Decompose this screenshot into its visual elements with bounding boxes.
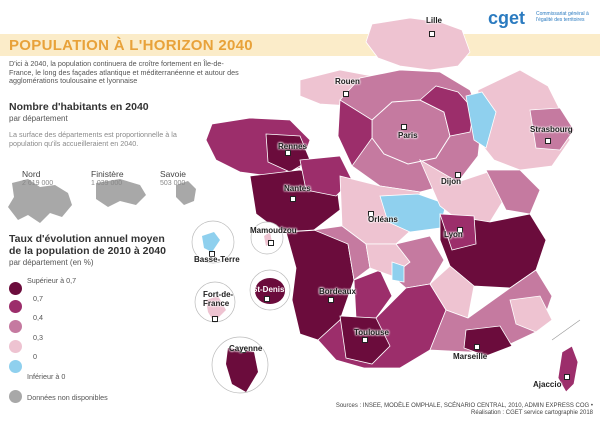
example-nord-name: Nord — [22, 169, 41, 179]
legend-break-07: 0,7 — [33, 294, 43, 303]
marker-ajaccio — [564, 374, 570, 380]
marker-orleans — [368, 211, 374, 217]
cget-subtitle: Commissariat général à l'égalité des ter… — [536, 11, 589, 23]
realisation-line: Réalisation : CGET service cartographie … — [471, 410, 593, 416]
legend-swatch-4 — [9, 340, 22, 353]
label-mamoudzou: Mamoudzou — [250, 226, 297, 235]
label-ajaccio: Ajaccio — [533, 380, 562, 389]
label-st-denis: St-Denis — [252, 285, 285, 294]
intro-text: D'ici à 2040, la population continuera d… — [9, 59, 239, 86]
guadeloupe-shape — [202, 232, 220, 252]
guyane-shape — [226, 348, 258, 392]
marker-dijon — [455, 172, 461, 178]
label-toulouse: Toulouse — [354, 328, 389, 337]
legend-bottom-label: Inférieur à 0 — [27, 372, 66, 381]
label-nantes: Nantes — [284, 184, 311, 193]
reunion-shape — [255, 278, 285, 304]
region-nord — [365, 17, 471, 71]
savoie-shape — [176, 181, 196, 205]
label-orleans: Orléans — [368, 215, 398, 224]
size-legend-heading: Nombre d'habitants en 2040 — [9, 101, 149, 113]
example-savoie-name: Savoie — [160, 169, 186, 179]
label-fort-de-france-1: Fort-de- — [203, 290, 234, 299]
region-alpes-maritimes — [509, 295, 553, 333]
marker-basse-terre — [209, 251, 215, 257]
marker-toulouse — [362, 337, 368, 343]
region-franche-comte — [485, 169, 541, 215]
label-bordeaux: Bordeaux — [319, 287, 356, 296]
finistere-shape — [96, 179, 146, 207]
label-lille: Lille — [426, 16, 443, 25]
size-legend-shapes — [8, 179, 196, 223]
size-legend-note: La surface des départements est proporti… — [9, 130, 177, 148]
marker-fort-de-france — [212, 316, 218, 322]
example-finistere-name: Finistère — [91, 169, 124, 179]
marker-strasbourg — [545, 138, 551, 144]
sources: Sources : INSEE, MODÈLE OMPHALE, SCÉNARI… — [290, 403, 593, 417]
region-paris — [371, 99, 451, 165]
cget-logo: cget — [488, 8, 526, 28]
legend-break-03: 0,3 — [33, 333, 43, 342]
size-legend-subheading: par département — [9, 114, 68, 123]
label-cayenne: Cayenne — [229, 344, 263, 353]
region-lozere — [429, 265, 475, 319]
example-savoie-value: 503 000 — [160, 180, 186, 187]
marker-mamoudzou — [268, 240, 274, 246]
region-dordogne — [353, 269, 393, 319]
color-legend-heading-2: de la population de 2010 à 2040 — [9, 245, 166, 257]
color-legend-subheading: par département (en %) — [9, 258, 94, 267]
region-creuse — [391, 261, 405, 283]
legend-break-04: 0,4 — [33, 313, 43, 322]
marker-lyon — [457, 227, 463, 233]
legend-swatch-5 — [9, 360, 22, 373]
label-basse-terre: Basse-Terre — [194, 255, 240, 264]
label-lyon: Lyon — [444, 230, 463, 239]
color-legend-heading-1: Taux d'évolution annuel moyen — [9, 233, 165, 245]
marker-lille — [429, 31, 435, 37]
region-ardennes — [465, 91, 497, 149]
marker-st-denis — [264, 296, 270, 302]
marker-marseille — [474, 344, 480, 350]
region-idf-west — [337, 99, 373, 167]
label-paris: Paris — [398, 131, 418, 140]
legend-swatch-3 — [9, 320, 22, 333]
label-dijon: Dijon — [441, 177, 461, 186]
label-rennes: Rennes — [278, 142, 307, 151]
nord-shape — [8, 179, 72, 223]
marker-cayenne — [240, 347, 246, 353]
label-strasbourg: Strasbourg — [530, 125, 573, 134]
legend-break-0: 0 — [33, 352, 37, 361]
region-corse — [557, 345, 579, 393]
example-finistere-value: 1 039 000 — [91, 180, 123, 187]
marker-bordeaux — [328, 297, 334, 303]
martinique-shape — [206, 296, 226, 322]
marker-rennes — [285, 150, 291, 156]
legend-swatch-2 — [9, 300, 22, 313]
label-fort-de-france-2: France — [203, 299, 230, 308]
legend-na-label: Données non disponibles — [27, 393, 108, 402]
legend-swatch-1 — [9, 282, 22, 295]
label-marseille: Marseille — [453, 352, 488, 361]
region-alsace — [529, 107, 575, 151]
sources-line: Sources : INSEE, MODÈLE OMPHALE, SCÉNARI… — [335, 403, 593, 409]
marker-paris — [401, 124, 407, 130]
legend-top-label: Supérieur à 0,7 — [27, 276, 77, 285]
region-bourgogne — [419, 159, 507, 223]
marker-rouen — [343, 91, 349, 97]
corse-inset-line — [551, 319, 581, 341]
example-nord-value: 2 619 000 — [22, 180, 54, 187]
map-title: POPULATION À L'HORIZON 2040 — [9, 37, 253, 54]
legend-swatch-na — [9, 390, 22, 403]
marker-nantes — [290, 196, 296, 202]
label-rouen: Rouen — [335, 77, 360, 86]
